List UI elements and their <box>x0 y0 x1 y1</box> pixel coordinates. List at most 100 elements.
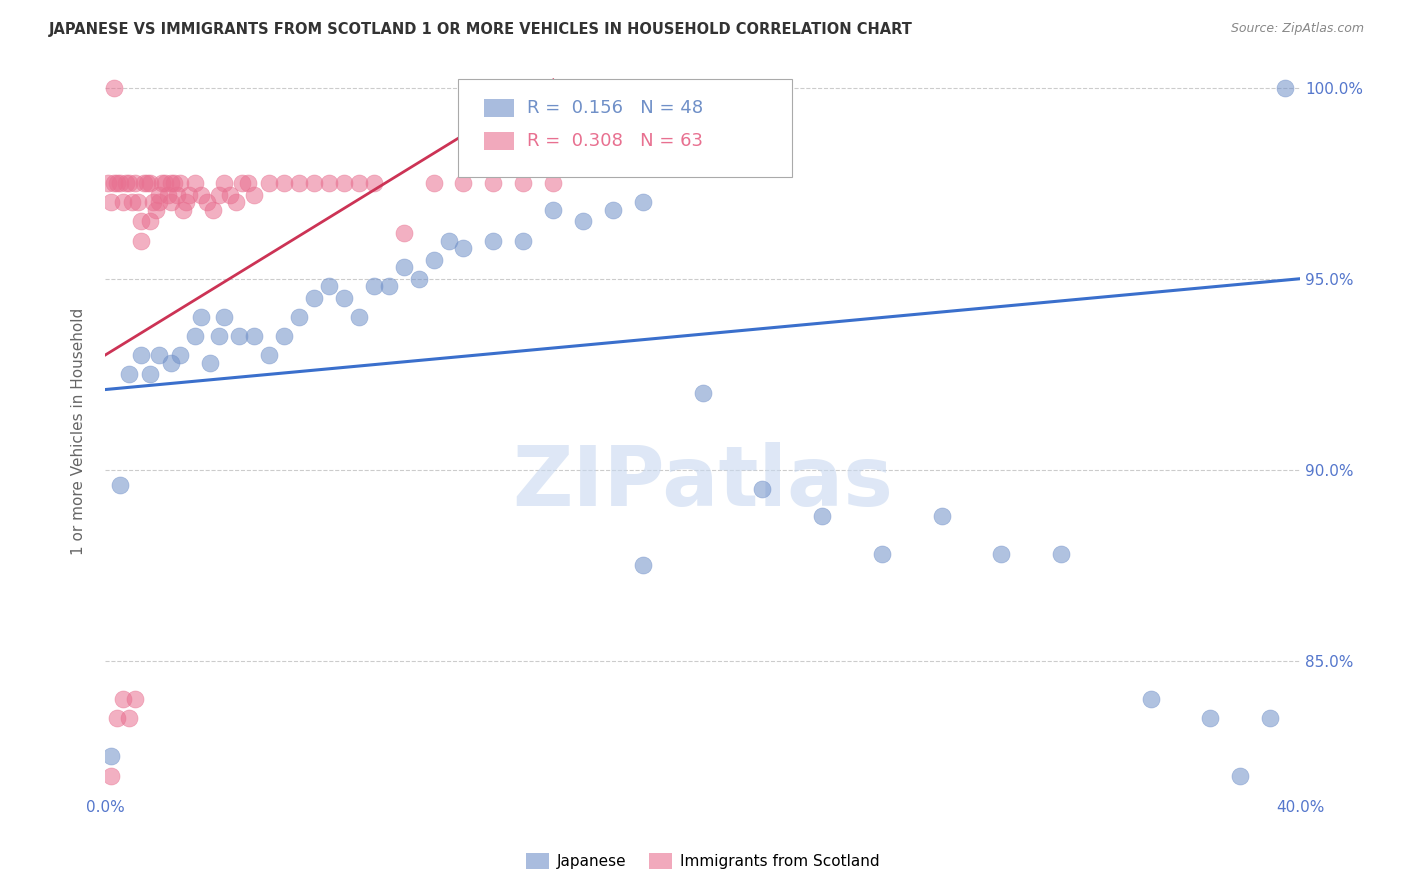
Point <box>97 176 120 190</box>
Point <box>302 176 325 190</box>
Point <box>392 260 415 275</box>
Point <box>100 195 122 210</box>
Point <box>145 202 167 217</box>
Point <box>105 176 128 190</box>
Point <box>870 547 893 561</box>
Point <box>105 711 128 725</box>
Point <box>602 202 624 217</box>
Point <box>201 202 224 217</box>
Point <box>482 176 505 190</box>
Point <box>238 176 260 190</box>
Point <box>1258 711 1281 725</box>
Point <box>153 176 176 190</box>
Point <box>228 329 250 343</box>
Y-axis label: 1 or more Vehicles in Household: 1 or more Vehicles in Household <box>72 308 86 555</box>
Point <box>207 329 229 343</box>
Point <box>159 176 181 190</box>
Text: R =  0.156   N = 48: R = 0.156 N = 48 <box>527 100 703 118</box>
Point <box>243 187 266 202</box>
Point <box>103 176 125 190</box>
Point <box>259 348 281 362</box>
Point <box>318 279 340 293</box>
Point <box>118 368 141 382</box>
FancyBboxPatch shape <box>457 79 792 178</box>
Point <box>129 234 152 248</box>
Point <box>108 478 131 492</box>
Point <box>363 176 385 190</box>
Point <box>190 187 212 202</box>
Point <box>124 692 146 706</box>
Point <box>422 176 444 190</box>
Point <box>392 226 415 240</box>
Point <box>121 195 143 210</box>
Point <box>631 558 654 573</box>
Point <box>207 187 229 202</box>
Point <box>118 711 141 725</box>
Point <box>177 187 200 202</box>
Point <box>127 195 149 210</box>
Point <box>148 187 170 202</box>
Point <box>751 482 773 496</box>
Point <box>115 176 138 190</box>
Text: Source: ZipAtlas.com: Source: ZipAtlas.com <box>1230 22 1364 36</box>
Point <box>541 202 564 217</box>
Point <box>378 279 401 293</box>
Point <box>572 214 595 228</box>
Point <box>347 176 370 190</box>
Text: R =  0.308   N = 63: R = 0.308 N = 63 <box>527 132 703 150</box>
Point <box>243 329 266 343</box>
Point <box>288 176 311 190</box>
Point <box>183 329 205 343</box>
Point <box>174 195 197 210</box>
Point <box>124 176 146 190</box>
Point <box>811 508 834 523</box>
FancyBboxPatch shape <box>484 99 513 117</box>
Point <box>198 356 221 370</box>
Point <box>318 176 340 190</box>
Point <box>135 176 157 190</box>
Point <box>437 234 460 248</box>
Point <box>422 252 444 267</box>
Point <box>1229 768 1251 782</box>
Point <box>631 195 654 210</box>
Text: ZIPatlas: ZIPatlas <box>512 442 893 523</box>
Point <box>166 187 188 202</box>
Point <box>482 234 505 248</box>
Point <box>132 176 155 190</box>
Point <box>129 214 152 228</box>
Point <box>288 310 311 324</box>
Point <box>172 202 194 217</box>
Point <box>142 195 165 210</box>
Point <box>990 547 1012 561</box>
Point <box>169 348 191 362</box>
Legend: Japanese, Immigrants from Scotland: Japanese, Immigrants from Scotland <box>520 847 886 875</box>
Point <box>512 234 534 248</box>
Point <box>108 176 131 190</box>
Point <box>150 176 173 190</box>
Point <box>156 187 179 202</box>
Point <box>273 176 295 190</box>
Point <box>333 176 356 190</box>
Point <box>129 348 152 362</box>
Point <box>111 692 134 706</box>
Point <box>118 176 141 190</box>
Point <box>139 214 162 228</box>
Point <box>453 176 475 190</box>
Point <box>541 176 564 190</box>
Point <box>347 310 370 324</box>
Point <box>333 291 356 305</box>
Point <box>1199 711 1222 725</box>
Point <box>931 508 953 523</box>
Point <box>111 195 134 210</box>
Point <box>148 348 170 362</box>
Point <box>163 176 186 190</box>
Point <box>195 195 218 210</box>
Point <box>408 271 430 285</box>
Point <box>214 310 236 324</box>
Point <box>453 241 475 255</box>
Point <box>139 368 162 382</box>
Point <box>100 768 122 782</box>
Point <box>159 356 181 370</box>
Point <box>692 386 714 401</box>
FancyBboxPatch shape <box>484 132 513 150</box>
